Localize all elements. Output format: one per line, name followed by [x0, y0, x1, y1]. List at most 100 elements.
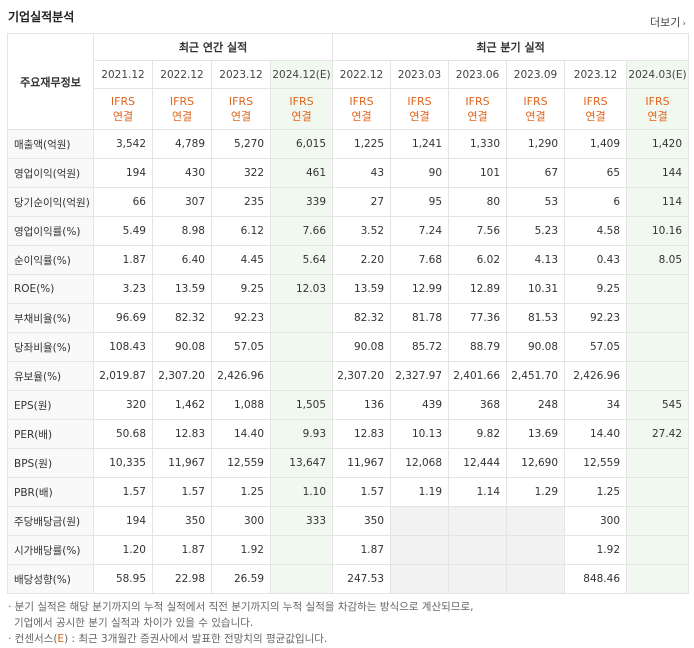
table-cell	[448, 506, 508, 536]
table-cell	[626, 303, 690, 333]
table-cell: 13,647	[269, 448, 334, 478]
row-label: BPS(원)	[7, 448, 94, 478]
table-cell: 58.95	[93, 564, 153, 594]
table-cell: 6.02	[448, 245, 508, 275]
table-cell: 339	[269, 187, 334, 217]
table-cell: 13.69	[506, 419, 566, 449]
table-cell: 4,789	[152, 129, 212, 159]
table-cell: 95	[390, 187, 450, 217]
table-cell: 34	[564, 390, 628, 420]
table-row: 당기순이익(억원) 66 307 235 339 27 95 80 53 6 114	[7, 187, 690, 217]
table-cell: 90	[390, 158, 450, 188]
table-cell: 1,505	[269, 390, 334, 420]
table-cell	[269, 332, 334, 362]
table-cell: 12,559	[211, 448, 271, 478]
table-cell: 8.05	[626, 245, 690, 275]
table-cell: 22.98	[152, 564, 212, 594]
table-cell: 9.25	[564, 274, 628, 304]
table-cell: 4.13	[506, 245, 566, 275]
table-cell: 1.57	[93, 477, 153, 507]
ifrs-label: IFRS 연결	[626, 88, 690, 130]
table-cell: 88.79	[448, 332, 508, 362]
table-cell: 1,420	[626, 129, 690, 159]
more-link[interactable]: 더보기 ›	[650, 14, 686, 30]
table-cell: 11,967	[152, 448, 212, 478]
table-cell: 12.89	[448, 274, 508, 304]
period-header: 2023.03	[390, 60, 450, 89]
table-cell: 5,270	[211, 129, 271, 159]
table-cell: 1.87	[332, 535, 392, 565]
table-cell: 10.31	[506, 274, 566, 304]
table-cell: 108.43	[93, 332, 153, 362]
financial-table: 주요재무정보 최근 연간 실적 최근 분기 실적 2021.12 2022.12 2…	[7, 33, 690, 594]
table-cell: 439	[390, 390, 450, 420]
table-cell: 1.92	[564, 535, 628, 565]
table-cell	[506, 535, 566, 565]
table-cell: 82.32	[332, 303, 392, 333]
table-row: 시가배당률(%) 1.20 1.87 1.92 1.87 1.92	[7, 535, 690, 565]
table-cell	[269, 361, 334, 391]
table-cell: 67	[506, 158, 566, 188]
row-label: 유보율(%)	[7, 361, 94, 391]
table-cell: 248	[506, 390, 566, 420]
row-label: 시가배당률(%)	[7, 535, 94, 565]
table-cell	[626, 477, 690, 507]
table-cell: 50.68	[93, 419, 153, 449]
table-cell: 144	[626, 158, 690, 188]
table-cell: 136	[332, 390, 392, 420]
row-label: ROE(%)	[7, 274, 94, 304]
row-label: 당기순이익(억원)	[7, 187, 94, 217]
footnote-1: · 분기 실적은 해당 분기까지의 누적 실적에서 직전 분기까지의 누적 실적…	[8, 601, 474, 613]
period-header: 2024.12(E)	[269, 60, 334, 89]
table-cell: 65	[564, 158, 628, 188]
table-cell: 1.10	[269, 477, 334, 507]
ifrs-label: IFRS 연결	[93, 88, 153, 130]
table-cell: 3,542	[93, 129, 153, 159]
table-cell	[506, 564, 566, 594]
table-cell	[269, 564, 334, 594]
table-cell: 81.78	[390, 303, 450, 333]
ifrs-label: IFRS 연결	[152, 88, 212, 130]
table-cell: 80	[448, 187, 508, 217]
period-header: 2021.12	[93, 60, 153, 89]
table-cell	[626, 506, 690, 536]
table-cell: 12,068	[390, 448, 450, 478]
row-label: 영업이익(억원)	[7, 158, 94, 188]
table-cell: 1.92	[211, 535, 271, 565]
more-label: 더보기	[650, 16, 681, 29]
table-cell: 3.52	[332, 216, 392, 246]
table-cell: 5.23	[506, 216, 566, 246]
row-label: 주당배당금(원)	[7, 506, 94, 536]
table-cell	[626, 361, 690, 391]
table-cell	[506, 506, 566, 536]
table-cell: 2,401.66	[448, 361, 508, 391]
table-cell: 848.46	[564, 564, 628, 594]
table-cell: 92.23	[211, 303, 271, 333]
table-cell: 12.99	[390, 274, 450, 304]
table-cell: 12,444	[448, 448, 508, 478]
table-row: ROE(%) 3.23 13.59 9.25 12.03 13.59 12.99 12.89 1…	[7, 274, 690, 304]
table-cell: 1,462	[152, 390, 212, 420]
table-cell: 13.59	[152, 274, 212, 304]
table-cell: 3.23	[93, 274, 153, 304]
table-cell: 1,409	[564, 129, 628, 159]
table-cell: 9.82	[448, 419, 508, 449]
table-cell: 101	[448, 158, 508, 188]
table-cell: 5.49	[93, 216, 153, 246]
table-cell: 300	[564, 506, 628, 536]
table-cell: 307	[152, 187, 212, 217]
period-header: 2023.09	[506, 60, 566, 89]
row-label: PER(배)	[7, 419, 94, 449]
period-header: 2023.06	[448, 60, 508, 89]
table-cell: 6.40	[152, 245, 212, 275]
table-cell: 1,225	[332, 129, 392, 159]
table-cell: 9.25	[211, 274, 271, 304]
table-cell: 2,426.96	[211, 361, 271, 391]
table-cell: 4.58	[564, 216, 628, 246]
table-cell: 1.29	[506, 477, 566, 507]
table-row: 주당배당금(원) 194 350 300 333 350 300	[7, 506, 690, 536]
table-cell: 6	[564, 187, 628, 217]
table-cell: 90.08	[152, 332, 212, 362]
table-cell: 545	[626, 390, 690, 420]
table-cell: 7.56	[448, 216, 508, 246]
